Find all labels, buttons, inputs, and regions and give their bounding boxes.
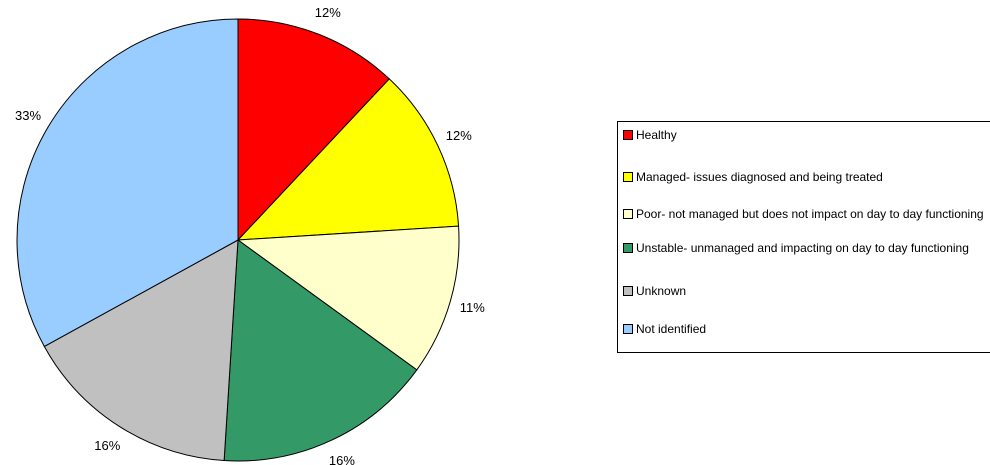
legend-swatch-0 — [623, 130, 633, 140]
data-label-0: 12% — [315, 5, 341, 20]
legend-item-5: Not identified — [623, 323, 990, 336]
pie-slice-1 — [236, 78, 460, 241]
legend-swatch-4 — [623, 286, 633, 296]
legend-swatch-3 — [623, 243, 633, 253]
data-label-2: 11% — [460, 300, 485, 315]
legend-label-0: Healthy — [636, 128, 677, 142]
data-label-1: 12% — [446, 128, 472, 143]
data-label-3: 16% — [329, 453, 355, 465]
legend-swatch-2 — [623, 209, 633, 219]
data-label-5: 33% — [15, 108, 41, 123]
legend-item-0: Healthy — [623, 129, 990, 142]
legend-label-2: Poor- not managed but does not impact on… — [636, 207, 984, 221]
pie-slice-0 — [237, 18, 390, 242]
legend-swatch-1 — [623, 172, 633, 182]
pie-slice-3 — [223, 239, 418, 462]
legend-item-4: Unknown — [623, 285, 990, 298]
pie-slice-5 — [16, 18, 239, 348]
legend-label-3: Unstable- unmanaged and impacting on day… — [636, 241, 969, 255]
legend-item-3: Unstable- unmanaged and impacting on day… — [623, 242, 990, 255]
chart-legend: Healthy Managed- issues diagnosed and bei… — [617, 121, 990, 353]
legend-item-2: Poor- not managed but does not impact on… — [623, 208, 990, 221]
legend-label-1: Managed- issues diagnosed and being trea… — [636, 170, 883, 184]
legend-label-4: Unknown — [636, 284, 687, 298]
legend-label-5: Not identified — [636, 322, 707, 336]
legend-swatch-5 — [623, 324, 633, 334]
pie-slice-4 — [43, 239, 239, 462]
pie-slice-2 — [236, 225, 460, 371]
data-label-4: 16% — [94, 438, 120, 453]
legend-item-1: Managed- issues diagnosed and being trea… — [623, 171, 990, 184]
